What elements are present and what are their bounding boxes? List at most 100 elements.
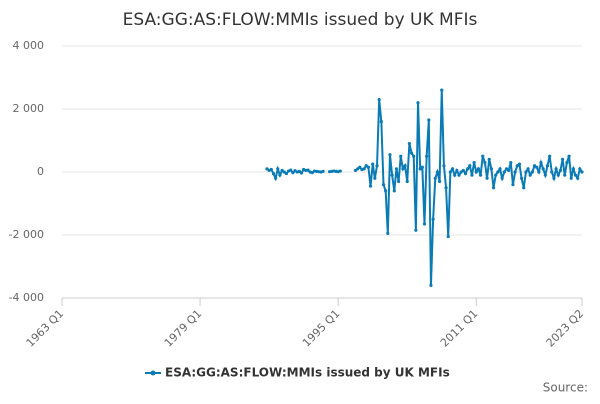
point (489, 167, 493, 171)
point (481, 154, 485, 158)
point (401, 167, 405, 171)
point (537, 170, 541, 174)
point (494, 173, 498, 177)
point (412, 154, 416, 158)
x-tick-label: 2023 Q2 (544, 307, 587, 350)
point (485, 176, 489, 180)
point (580, 170, 584, 174)
x-tick-label: 1995 Q1 (300, 307, 343, 350)
point (567, 154, 571, 158)
point (396, 179, 401, 184)
point (517, 162, 522, 166)
point (289, 168, 293, 172)
legend-label: ESA:GG:AS:FLOW:MMIs issued by UK MFIs (165, 366, 450, 380)
y-tick-label: 4 000 (13, 39, 45, 52)
point (384, 189, 388, 193)
point (388, 153, 392, 157)
point (511, 183, 515, 187)
point (576, 176, 580, 180)
point (390, 173, 394, 177)
point (274, 176, 278, 180)
point (425, 154, 429, 158)
point (321, 169, 325, 173)
point (569, 176, 573, 180)
chart-title: ESA:GG:AS:FLOW:MMIs issued by UK MFIs (123, 10, 478, 30)
point (414, 228, 418, 232)
x-tick-label: 1979 Q1 (162, 307, 205, 350)
point (474, 170, 478, 174)
point (528, 173, 532, 177)
point (466, 167, 470, 171)
point (519, 176, 524, 180)
legend-marker (150, 370, 156, 376)
point (470, 173, 474, 177)
point (524, 170, 528, 174)
x-tick-label: 2011 Q1 (438, 307, 481, 350)
point (509, 160, 513, 165)
point (433, 176, 437, 180)
x-tick-label: 1963 Q1 (24, 307, 67, 350)
point (502, 170, 506, 174)
point (498, 167, 502, 171)
point (483, 160, 487, 165)
point (539, 160, 543, 165)
point (478, 173, 483, 177)
point (366, 165, 370, 169)
point (548, 154, 552, 158)
source: Source: (543, 381, 588, 395)
point (271, 171, 276, 176)
point (463, 171, 468, 176)
point (446, 234, 450, 239)
point (563, 173, 567, 177)
point (407, 142, 411, 146)
point (422, 222, 427, 226)
point (379, 120, 383, 124)
point (550, 170, 554, 174)
point (578, 167, 582, 171)
point (573, 173, 578, 177)
point (535, 165, 539, 169)
point (554, 167, 558, 171)
point (278, 173, 282, 177)
point (409, 151, 414, 155)
point (358, 165, 362, 169)
point (571, 167, 575, 171)
point (420, 165, 424, 169)
point (392, 189, 396, 193)
point (500, 176, 504, 180)
point (306, 168, 310, 172)
point (541, 167, 545, 171)
point (368, 184, 373, 188)
point (543, 173, 547, 177)
point (276, 167, 280, 171)
point (560, 157, 565, 161)
point (399, 154, 403, 158)
y-tick-label: 2 000 (13, 102, 45, 115)
point (284, 171, 288, 176)
y-tick-label: -2 000 (9, 228, 44, 241)
point (455, 168, 459, 173)
y-tick-label: -4 000 (9, 291, 44, 304)
point (373, 176, 377, 180)
point (565, 160, 569, 165)
point (403, 164, 407, 168)
point (461, 168, 465, 173)
point (468, 164, 472, 168)
point (552, 176, 556, 180)
point (381, 183, 386, 187)
point (377, 97, 381, 102)
point (394, 167, 399, 171)
point (371, 162, 375, 166)
point (522, 186, 526, 190)
point (338, 169, 342, 173)
point (507, 168, 511, 173)
point (299, 171, 304, 175)
point (437, 179, 442, 184)
series-line (354, 90, 583, 286)
point (435, 170, 440, 174)
point (429, 283, 433, 287)
point (427, 118, 431, 122)
point (457, 173, 461, 177)
point (291, 171, 295, 175)
point (440, 88, 444, 92)
